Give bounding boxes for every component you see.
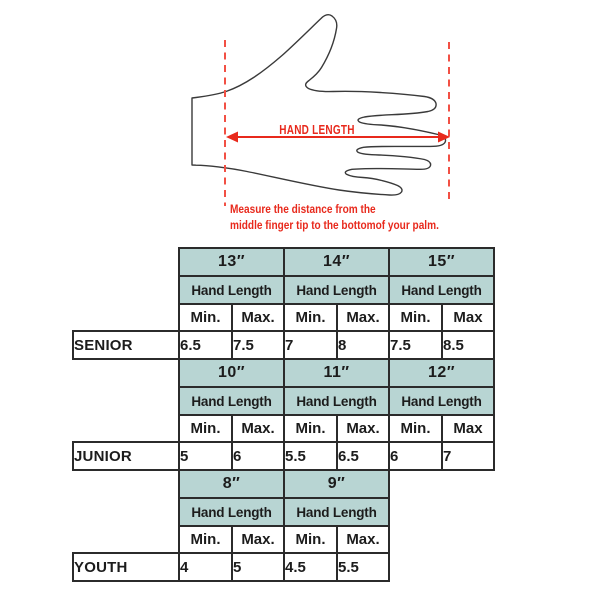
spacer-cell [73,359,179,387]
hand-length-arrow [226,131,450,143]
max-value-cell: 6.5 [336,441,390,471]
size-header-cell: 13″ [178,247,285,277]
spacer-cell [73,498,179,526]
spacer-cell [73,248,179,276]
row-label-cell: JUNIOR [72,441,180,471]
min-value-cell: 5 [178,441,233,471]
min-header-cell: Min. [178,303,233,332]
max-value-cell: 8 [336,330,390,360]
size-header-cell: 15″ [388,247,495,277]
hand-length-header-cell: Hand Length [178,275,285,305]
hand-length-header-cell: Hand Length [283,386,390,416]
arrow-head-right [438,131,450,143]
hand-length-label: HAND LENGTH [279,123,355,137]
max-value-cell: 6 [231,441,285,471]
size-table-block-senior: 13″ 14″ 15″ Hand Length Hand Length Hand Leng… [72,247,495,360]
measure-caption: Measure the distance from the middle fin… [230,202,439,233]
min-value-cell: 6.5 [178,330,233,360]
max-header-cell: Max. [336,303,390,332]
size-header-cell: 11″ [283,358,390,388]
max-header-cell: Max [441,414,495,443]
min-header-cell: Min. [178,414,233,443]
max-header-cell: Max. [231,414,285,443]
min-header-cell: Min. [388,303,443,332]
size-header-cell: 8″ [178,469,285,499]
max-value-cell: 8.5 [441,330,495,360]
min-value-cell: 7.5 [388,330,443,360]
measure-caption-line1: Measure the distance from the [230,202,376,216]
max-value-cell: 7 [441,441,495,471]
min-value-cell: 5.5 [283,441,338,471]
size-table-block-junior: 10″ 11″ 12″ Hand Length Hand Length Hand Leng… [72,358,495,471]
measure-caption-line2: middle finger tip to the bottomof your p… [230,217,439,232]
min-value-cell: 6 [388,441,443,471]
hand-length-header-cell: Hand Length [283,497,390,527]
row-label-cell: SENIOR [72,330,180,360]
hand-length-header-cell: Hand Length [178,386,285,416]
max-value-cell: 7.5 [231,330,285,360]
min-header-cell: Min. [283,525,338,554]
min-header-cell: Min. [283,414,338,443]
min-value-cell: 4 [178,552,233,582]
size-header-cell: 12″ [388,358,495,388]
size-table-block-youth: 8″ 9″ Hand Length Hand Length Min. Max. Min. Ma… [72,469,390,582]
spacer-cell [73,415,179,442]
max-header-cell: Max. [336,414,390,443]
hand-length-header-cell: Hand Length [388,275,495,305]
max-header-cell: Max [441,303,495,332]
row-label-cell: YOUTH [72,552,180,582]
min-header-cell: Min. [283,303,338,332]
size-header-cell: 10″ [178,358,285,388]
spacer-cell [73,387,179,415]
arrow-head-left [226,131,238,143]
spacer-cell [73,276,179,304]
hand-length-header-cell: Hand Length [283,275,390,305]
min-value-cell: 7 [283,330,338,360]
min-value-cell: 4.5 [283,552,338,582]
hand-length-header-cell: Hand Length [388,386,495,416]
max-value-cell: 5.5 [336,552,390,582]
max-value-cell: 5 [231,552,285,582]
size-header-cell: 14″ [283,247,390,277]
spacer-cell [73,526,179,553]
hand-length-header-cell: Hand Length [178,497,285,527]
min-header-cell: Min. [388,414,443,443]
min-header-cell: Min. [178,525,233,554]
max-header-cell: Max. [231,525,285,554]
hand-outline [191,14,447,196]
spacer-cell [73,470,179,498]
spacer-cell [73,304,179,331]
size-header-cell: 9″ [283,469,390,499]
max-header-cell: Max. [336,525,390,554]
max-header-cell: Max. [231,303,285,332]
